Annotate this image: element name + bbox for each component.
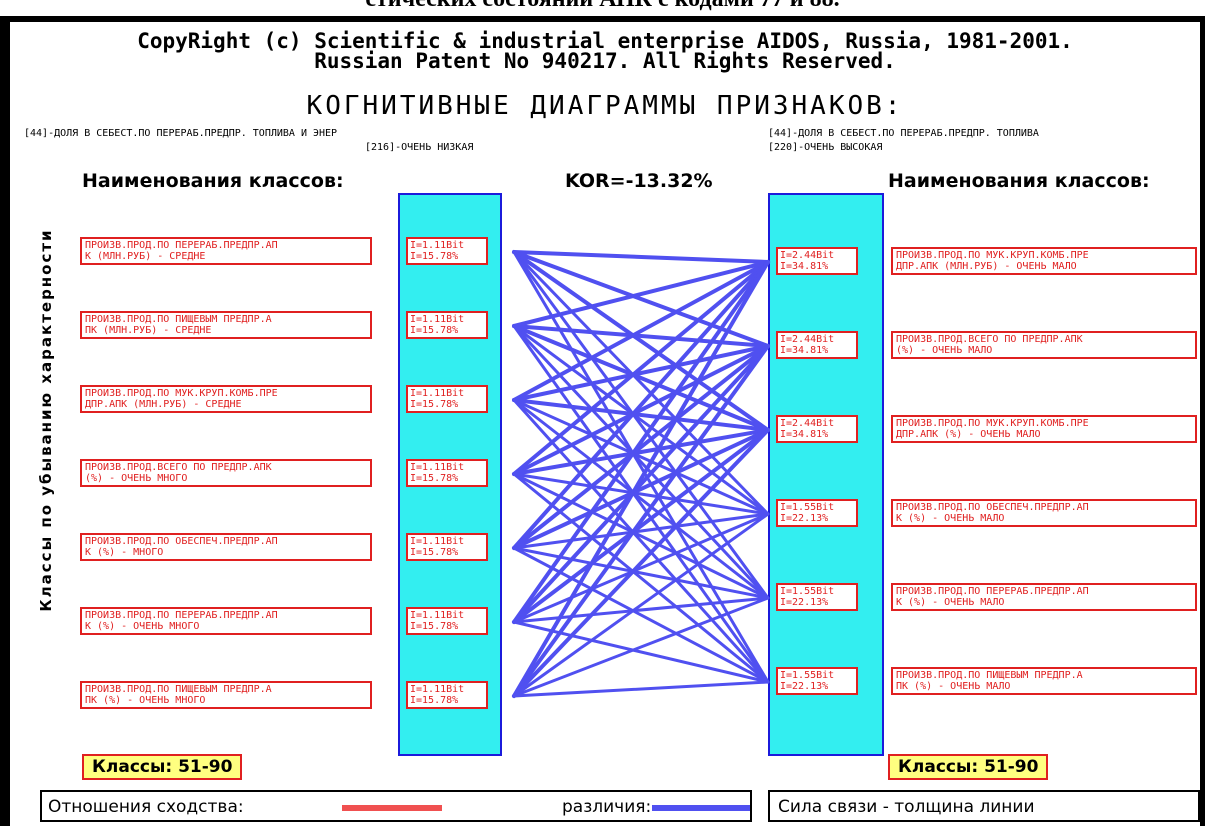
- left-info-box: I=1.11Bit I=15.78%: [406, 311, 488, 339]
- page-heading-text: стических состояний АПК с кодами 77 и 88…: [0, 0, 1205, 13]
- left-info-box: I=1.11Bit I=15.78%: [406, 237, 488, 265]
- right-class-box: ПРОИЗВ.ПРОД.ПО ПИЩЕВЫМ ПРЕДПР.А ПК (%) - …: [891, 667, 1197, 695]
- left-info-box: I=1.11Bit I=15.78%: [406, 533, 488, 561]
- right-class-names-title: Наименования классов:: [888, 170, 1150, 192]
- difference-label: различия:: [562, 797, 652, 817]
- left-class-range: Классы: 51-90: [82, 754, 243, 780]
- page-heading-fragment: стических состояний АПК с кодами 77 и 88…: [0, 0, 1205, 16]
- right-info-box: I=2.44Bit I=34.81%: [776, 331, 858, 359]
- left-class-box: ПРОИЗВ.ПРОД.ПО ПЕРЕРАБ.ПРЕДПР.АП К (%) - …: [80, 607, 372, 635]
- right-class-box: ПРОИЗВ.ПРОД.ПО ПЕРЕРАБ.ПРЕДПР.АП К (%) - …: [891, 583, 1197, 611]
- copyright-line-2: Russian Patent No 940217. All Rights Res…: [314, 49, 896, 73]
- right-info-box: I=1.55Bit I=22.13%: [776, 499, 858, 527]
- right-info-box: I=2.44Bit I=34.81%: [776, 247, 858, 275]
- left-class-box: ПРОИЗВ.ПРОД.ПО МУК.КРУП.КОМБ.ПРЕ ДПР.АПК …: [80, 385, 372, 413]
- right-class-box: ПРОИЗВ.ПРОД.ПО ОБЕСПЕЧ.ПРЕДПР.АП К (%) - …: [891, 499, 1197, 527]
- correlation-value: KOR=-13.32%: [565, 170, 713, 192]
- right-info-box: I=1.55Bit I=22.13%: [776, 667, 858, 695]
- right-info-column: [768, 193, 884, 756]
- left-info-box: I=1.11Bit I=15.78%: [406, 385, 488, 413]
- left-info-box: I=1.11Bit I=15.78%: [406, 681, 488, 709]
- left-info-box: I=1.11Bit I=15.78%: [406, 459, 488, 487]
- vertical-axis-label: Классы по убыванию характерности: [37, 228, 55, 612]
- left-class-names-title: Наименования классов:: [82, 170, 344, 192]
- difference-swatch: [652, 805, 750, 811]
- left-feature-header-2: [216]-ОЧЕНЬ НИЗКАЯ: [365, 142, 474, 153]
- left-class-box: ПРОИЗВ.ПРОД.ПО ПИЩЕВЫМ ПРЕДПР.А ПК (МЛН.Р…: [80, 311, 372, 339]
- right-feature-header-2: [220]-ОЧЕНЬ ВЫСОКАЯ: [768, 142, 883, 153]
- left-info-box: I=1.11Bit I=15.78%: [406, 607, 488, 635]
- right-info-box: I=2.44Bit I=34.81%: [776, 415, 858, 443]
- similarity-swatch: [342, 805, 442, 811]
- copyright-line-1: CopyRight (c) Scientific & industrial en…: [137, 29, 1073, 53]
- left-class-box: ПРОИЗВ.ПРОД.ПО ПИЩЕВЫМ ПРЕДПР.А ПК (%) - …: [80, 681, 372, 709]
- left-class-box: ПРОИЗВ.ПРОД.ПО ОБЕСПЕЧ.ПРЕДПР.АП К (%) - …: [80, 533, 372, 561]
- left-class-box: ПРОИЗВ.ПРОД.ПО ПЕРЕРАБ.ПРЕДПР.АП К (МЛН.Р…: [80, 237, 372, 265]
- right-class-box: ПРОИЗВ.ПРОД.ПО МУК.КРУП.КОМБ.ПРЕ ДПР.АПК …: [891, 247, 1197, 275]
- left-feature-header-1: [44]-ДОЛЯ В СЕБЕСТ.ПО ПЕРЕРАБ.ПРЕДПР. ТО…: [24, 128, 338, 139]
- right-feature-header-1: [44]-ДОЛЯ В СЕБЕСТ.ПО ПЕРЕРАБ.ПРЕДПР. ТО…: [768, 128, 1039, 139]
- strength-legend: Сила связи - толщина линии: [768, 790, 1200, 822]
- right-class-box: ПРОИЗВ.ПРОД.ПО МУК.КРУП.КОМБ.ПРЕ ДПР.АПК …: [891, 415, 1197, 443]
- similarity-label: Отношения сходства:: [48, 797, 244, 817]
- relations-legend: Отношения сходства: различия:: [40, 790, 752, 822]
- left-class-box: ПРОИЗВ.ПРОД.ВСЕГО ПО ПРЕДПР.АПК (%) - ОЧЕ…: [80, 459, 372, 487]
- right-class-range: Классы: 51-90: [888, 754, 1049, 780]
- right-class-box: ПРОИЗВ.ПРОД.ВСЕГО ПО ПРЕДПР.АПК (%) - ОЧЕ…: [891, 331, 1197, 359]
- right-info-box: I=1.55Bit I=22.13%: [776, 583, 858, 611]
- diagram-title: КОГНИТИВНЫЕ ДИАГРАММЫ ПРИЗНАКОВ:: [306, 91, 904, 121]
- strength-label: Сила связи - толщина линии: [778, 797, 1035, 817]
